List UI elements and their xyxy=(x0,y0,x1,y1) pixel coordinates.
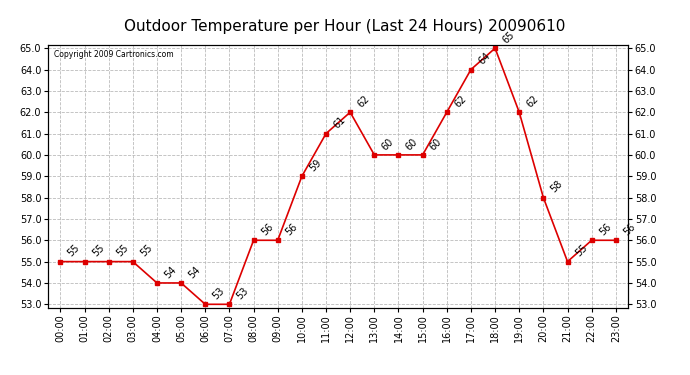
Text: 61: 61 xyxy=(332,115,347,131)
Text: 55: 55 xyxy=(573,243,589,259)
Text: Copyright 2009 Cartronics.com: Copyright 2009 Cartronics.com xyxy=(54,50,174,59)
Text: 56: 56 xyxy=(598,222,613,237)
Text: 54: 54 xyxy=(163,264,178,280)
Text: 55: 55 xyxy=(115,243,130,259)
Text: 65: 65 xyxy=(501,30,516,45)
Text: 53: 53 xyxy=(211,286,226,302)
Text: 55: 55 xyxy=(90,243,106,259)
Text: 56: 56 xyxy=(284,222,299,237)
Text: 60: 60 xyxy=(380,136,395,152)
Text: 58: 58 xyxy=(549,179,564,195)
Text: 55: 55 xyxy=(66,243,82,259)
Text: 55: 55 xyxy=(139,243,155,259)
Text: 59: 59 xyxy=(308,158,323,174)
Text: 53: 53 xyxy=(235,286,250,302)
Text: 62: 62 xyxy=(453,94,468,110)
Text: 56: 56 xyxy=(259,222,275,237)
Text: 54: 54 xyxy=(187,264,202,280)
Text: 60: 60 xyxy=(428,136,444,152)
Text: 64: 64 xyxy=(477,51,492,67)
Text: 60: 60 xyxy=(404,136,420,152)
Text: Outdoor Temperature per Hour (Last 24 Hours) 20090610: Outdoor Temperature per Hour (Last 24 Ho… xyxy=(124,19,566,34)
Text: 56: 56 xyxy=(622,222,637,237)
Text: 62: 62 xyxy=(525,94,540,110)
Text: 62: 62 xyxy=(356,94,371,110)
